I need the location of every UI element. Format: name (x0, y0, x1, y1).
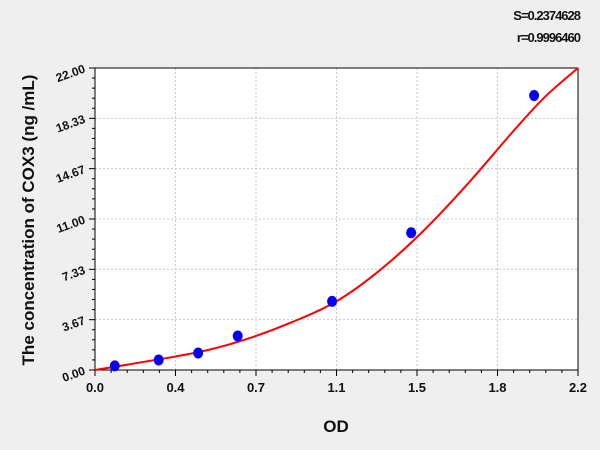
data-points (109, 89, 540, 372)
y-tick-labels: 0.00 3.67 7.33 11.00 14.67 18.33 22.00 (54, 62, 87, 385)
y-tick-label: 22.00 (54, 62, 87, 86)
y-tick-label: 18.33 (54, 112, 87, 136)
y-tick-label: 7.33 (60, 263, 87, 284)
x-tick-label: 1.1 (327, 380, 345, 395)
s-statistic: S=0.2374628 (513, 8, 581, 23)
x-tick-label: 1.8 (488, 380, 506, 395)
x-axis-label: OD (323, 417, 349, 436)
y-tick-label: 3.67 (60, 313, 87, 334)
y-tick-label: 11.00 (55, 213, 88, 236)
x-tick-label: 0.7 (247, 380, 265, 395)
y-tick-label: 0.00 (60, 364, 87, 385)
y-tick-label: 14.67 (54, 162, 87, 186)
x-tick-label: 0.0 (86, 380, 104, 395)
data-point (232, 330, 243, 342)
data-point (406, 227, 417, 239)
grid (95, 68, 578, 370)
data-point (327, 295, 338, 307)
data-point (153, 354, 164, 366)
axes (89, 67, 579, 376)
data-point (193, 347, 204, 359)
y-axis-label: The concentration of COX3 (ng /mL) (19, 75, 38, 366)
x-tick-labels: 0.0 0.4 0.7 1.1 1.5 1.8 2.2 (86, 380, 587, 395)
x-tick-label: 1.5 (408, 380, 426, 395)
data-point (109, 360, 120, 372)
r-statistic: r=0.9996460 (516, 30, 581, 45)
x-tick-label: 2.2 (569, 380, 587, 395)
x-tick-label: 0.4 (166, 380, 185, 395)
data-point (529, 89, 540, 101)
